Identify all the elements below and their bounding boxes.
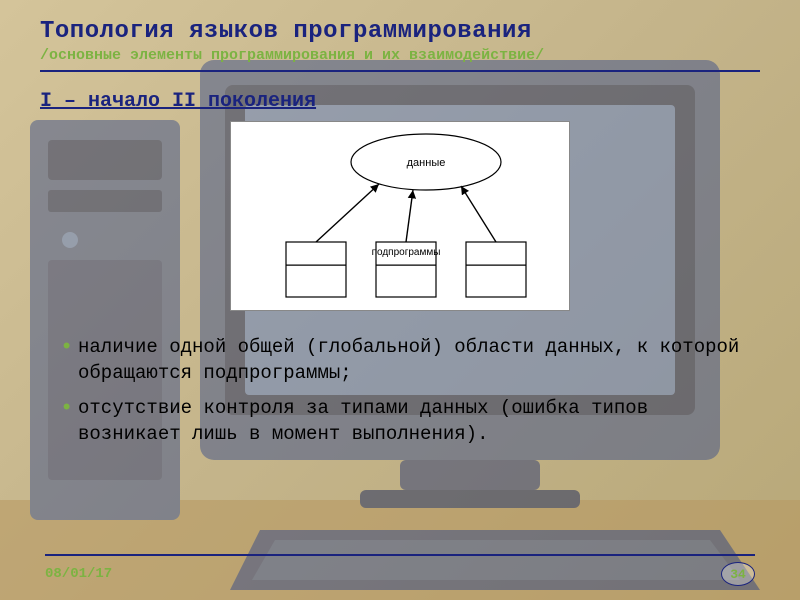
slide-title: Топология языков программирования xyxy=(40,18,760,45)
diagram-svg: данные подпрограммы xyxy=(231,122,571,312)
bullet-list: наличие одной общей (глобальной) области… xyxy=(40,335,760,448)
bullet-item: отсутствие контроля за типами данных (ош… xyxy=(60,396,760,447)
topology-diagram: данные подпрограммы xyxy=(230,121,570,311)
bullet-item: наличие одной общей (глобальной) области… xyxy=(60,335,760,386)
slide-date: 08/01/17 xyxy=(45,566,112,582)
slide: Топология языков программирования /основ… xyxy=(0,0,800,600)
slide-subtitle: /основные элементы программирования и их… xyxy=(40,47,760,72)
svg-text:подпрограммы: подпрограммы xyxy=(372,247,441,258)
page-number-badge: 34 xyxy=(721,562,755,586)
diagram-wrapper: данные подпрограммы xyxy=(40,121,760,311)
slide-content: Топология языков программирования /основ… xyxy=(0,0,800,600)
section-heading: I – начало II поколения xyxy=(40,90,760,113)
svg-text:данные: данные xyxy=(407,157,446,169)
slide-footer: 08/01/17 34 xyxy=(45,554,755,586)
